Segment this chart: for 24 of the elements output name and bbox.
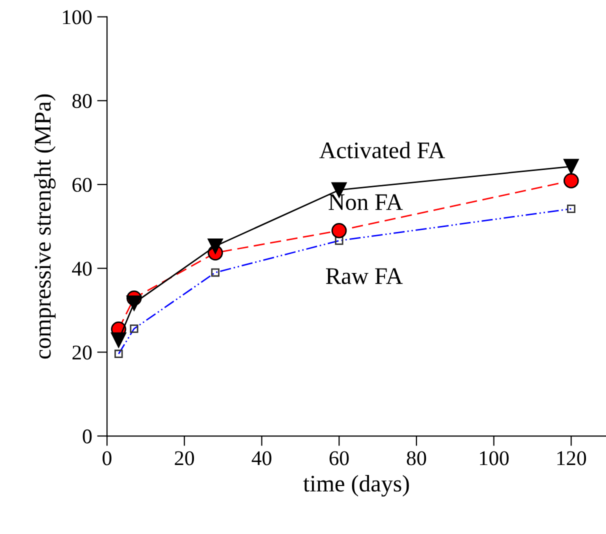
x-tick-label: 80	[406, 451, 426, 466]
x-tick-label: 0	[102, 451, 112, 466]
series-label: Raw FA	[326, 268, 403, 284]
point	[110, 332, 126, 348]
x-tick-label: 20	[174, 451, 194, 466]
y-tick-label: 40	[72, 262, 92, 276]
point	[126, 295, 142, 311]
y-axis-title: compressive strenght (MPa)	[34, 94, 56, 359]
series-label: Non FA	[328, 194, 403, 210]
y-tick-label: 100	[63, 10, 92, 24]
y-tick-label: 60	[72, 178, 92, 192]
point	[564, 158, 579, 174]
y-tick-label: 80	[72, 94, 92, 108]
x-tick-label: 120	[557, 451, 586, 466]
x-axis-title: time (days)	[303, 475, 409, 497]
point	[331, 222, 347, 238]
series-label: Activated FA	[319, 142, 446, 158]
x-tick-label: 40	[252, 451, 272, 466]
point	[208, 238, 223, 254]
y-tick-label: 20	[72, 346, 92, 360]
x-tick-label: 100	[480, 451, 509, 466]
x-tick-label: 60	[330, 451, 349, 466]
y-tick-label: 0	[82, 429, 92, 444]
point	[564, 173, 579, 188]
